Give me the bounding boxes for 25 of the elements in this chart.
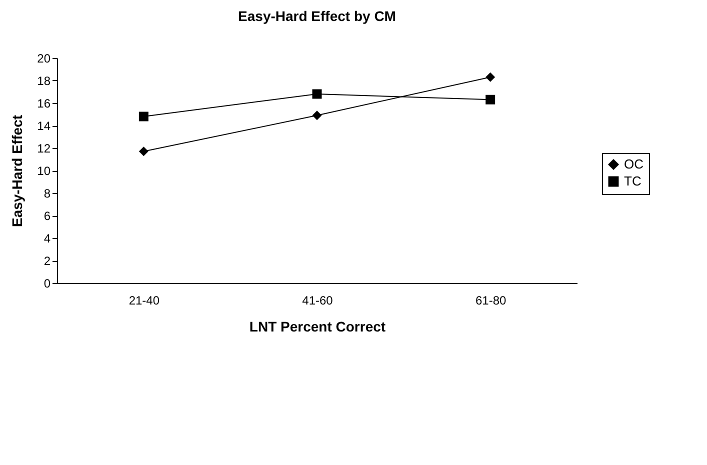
point xyxy=(138,112,148,122)
y-tick-label: 20 xyxy=(37,52,51,66)
point xyxy=(486,72,496,82)
chart-title: Easy-Hard Effect by CM xyxy=(238,8,396,24)
point xyxy=(486,94,496,104)
point xyxy=(312,89,322,99)
x-tick-label: 21-40 xyxy=(128,294,160,308)
y-tick-label: 12 xyxy=(37,142,51,156)
point xyxy=(312,110,322,120)
y-tick-label: 4 xyxy=(44,232,51,246)
y-axis-title: Easy-Hard Effect xyxy=(9,114,26,228)
x-axis-title: LNT Percent Correct xyxy=(249,318,386,334)
y-tick-label: 0 xyxy=(44,276,51,290)
y-tick-label: 16 xyxy=(37,96,51,110)
y-tick-label: 6 xyxy=(44,209,51,223)
y-tick-label: 2 xyxy=(44,254,51,268)
point xyxy=(138,146,148,156)
x-tick-label: 41-60 xyxy=(302,294,334,308)
legend-label: TC xyxy=(624,174,642,188)
x-tick-label: 61-80 xyxy=(475,294,506,308)
y-tick-label: 14 xyxy=(37,119,51,133)
y-tick-label: 8 xyxy=(44,186,51,200)
y-tick-label: 10 xyxy=(37,164,51,178)
legend-label: OC xyxy=(624,156,644,172)
y-tick-label: 18 xyxy=(37,74,51,88)
